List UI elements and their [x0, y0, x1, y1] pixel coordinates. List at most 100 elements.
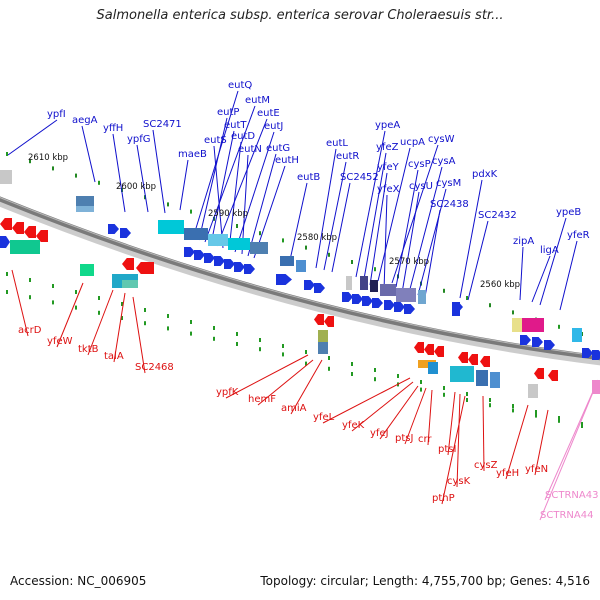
forward-gene-label-eutq[interactable]: eutQ [228, 80, 252, 91]
forward-gene-arrow[interactable] [108, 224, 119, 234]
forward-gene-label-euts[interactable]: eutS [204, 135, 227, 146]
reverse-gene-label-acrd[interactable]: acrD [18, 325, 42, 336]
reverse-gene-arrow[interactable] [0, 218, 12, 230]
reverse-gene-arrow[interactable] [24, 226, 36, 238]
forward-gene-arrow[interactable] [544, 340, 555, 350]
forward-gene-label-ypea[interactable]: ypeA [375, 120, 400, 131]
reverse-gene-label-cysz[interactable]: cysZ [474, 460, 498, 471]
reverse-gene-label-ptsi[interactable]: ptsI [438, 444, 456, 455]
forward-gene-label-eutj[interactable]: eutJ [264, 121, 283, 132]
reverse-gene-arrow[interactable] [468, 354, 478, 365]
reverse-gene-label-tktb[interactable]: tktB [78, 344, 99, 355]
forward-gene-arrow[interactable] [532, 337, 543, 347]
reverse-gene-label-ptsj[interactable]: ptsJ [395, 433, 413, 444]
forward-gene-arrow[interactable] [276, 274, 292, 285]
forward-gene-arrow[interactable] [404, 304, 415, 314]
forward-gene-label-ypfg[interactable]: ypfG [127, 134, 151, 145]
forward-gene-arrow[interactable] [184, 247, 195, 257]
forward-gene-label-zipa[interactable]: zipA [513, 236, 534, 247]
forward-gene-label-sc2471[interactable]: SC2471 [143, 119, 182, 130]
reverse-gene-arrow[interactable] [36, 230, 48, 242]
forward-gene-label-sc2452[interactable]: SC2452 [340, 172, 379, 183]
reverse-gene-label-yfek[interactable]: yfeK [342, 420, 365, 431]
forward-gene-label-sc2432[interactable]: SC2432 [478, 210, 517, 221]
reverse-gene-label-yfeh[interactable]: yfeH [496, 468, 519, 479]
forward-gene-arrow[interactable] [224, 259, 235, 269]
reverse-gene-label-pthp[interactable]: pthP [432, 493, 455, 504]
reverse-gene-arrow[interactable] [480, 356, 490, 367]
forward-gene-label-ucpa[interactable]: ucpA [400, 137, 425, 148]
forward-gene-label-pdxk[interactable]: pdxK [472, 169, 498, 180]
reverse-gene-label-yfew[interactable]: yfeW [47, 336, 73, 347]
forward-gene-arrow[interactable] [372, 298, 383, 308]
reverse-gene-label-ypfk[interactable]: ypfK [216, 387, 239, 398]
forward-gene-label-aega[interactable]: aegA [72, 115, 98, 126]
forward-gene-label-cysm[interactable]: cysM [436, 178, 461, 189]
forward-gene-label-eutg[interactable]: eutG [266, 143, 290, 154]
forward-gene-label-yffh[interactable]: yffH [103, 123, 123, 134]
reverse-gene-arrow[interactable] [534, 368, 544, 379]
reverse-gene-arrow[interactable] [458, 352, 468, 363]
forward-gene-arrow[interactable] [204, 253, 215, 263]
reverse-gene-arrow[interactable] [142, 262, 154, 274]
forward-gene-label-cysa[interactable]: cysA [432, 156, 456, 167]
forward-gene-label-eutn[interactable]: eutN [238, 144, 262, 155]
forward-gene-label-cysp[interactable]: cysP [408, 159, 431, 170]
reverse-gene-label-tala[interactable]: talA [104, 351, 124, 362]
forward-gene-arrow[interactable] [592, 350, 600, 360]
reverse-gene-label-sc2468[interactable]: SC2468 [135, 362, 174, 373]
forward-gene-label-eutb[interactable]: eutB [297, 172, 320, 183]
reverse-gene-arrow[interactable] [314, 314, 324, 325]
forward-gene-label-eutp[interactable]: eutP [217, 107, 239, 118]
forward-gene-arrow[interactable] [352, 294, 363, 304]
reverse-gene-arrow[interactable] [434, 346, 444, 357]
forward-gene-label-yfez[interactable]: yfeZ [376, 142, 399, 153]
forward-gene-label-eute[interactable]: eutE [257, 108, 280, 119]
forward-gene-label-ypeb[interactable]: ypeB [556, 207, 581, 218]
rna-gene-label-sctrna44[interactable]: SCTRNA44 [540, 510, 593, 521]
forward-gene-label-eutd[interactable]: eutD [231, 131, 255, 142]
forward-gene-arrow[interactable] [520, 335, 531, 345]
forward-gene-arrow[interactable] [394, 302, 405, 312]
forward-gene-arrow[interactable] [342, 292, 353, 302]
reverse-gene-label-yfen[interactable]: yfeN [525, 464, 548, 475]
forward-gene-label-maeb[interactable]: maeB [178, 149, 207, 160]
reverse-gene-label-yfej[interactable]: yfeJ [370, 428, 389, 439]
forward-gene-label-eutt[interactable]: eutT [224, 120, 247, 131]
forward-gene-label-eutr[interactable]: eutR [336, 151, 359, 162]
reverse-gene-label-hemf[interactable]: hemF [248, 394, 276, 405]
forward-gene-arrow[interactable] [194, 250, 205, 260]
forward-gene-arrow[interactable] [120, 228, 131, 238]
reverse-gene-label-cysk[interactable]: cysK [447, 476, 471, 487]
forward-gene-label-yfer[interactable]: yfeR [567, 230, 590, 241]
rna-gene-label-sctrna43[interactable]: SCTRNA43 [545, 490, 598, 501]
forward-gene-arrow[interactable] [214, 256, 225, 266]
forward-gene-arrow[interactable] [384, 300, 395, 310]
forward-gene-label-cysw[interactable]: cysW [428, 134, 455, 145]
reverse-gene-arrow[interactable] [324, 316, 334, 327]
forward-gene-label-eutm[interactable]: eutM [245, 95, 270, 106]
forward-gene-label-sc2438[interactable]: SC2438 [430, 199, 469, 210]
forward-gene-label-ypfi[interactable]: ypfI [47, 109, 66, 120]
rna-gene-mark[interactable] [592, 380, 600, 394]
forward-gene-arrow[interactable] [314, 283, 325, 293]
reverse-gene-arrow[interactable] [424, 344, 434, 355]
forward-gene-label-euth[interactable]: eutH [275, 155, 299, 166]
forward-gene-label-cysu[interactable]: cysU [409, 181, 433, 192]
forward-gene-label-yfex[interactable]: yfeX [377, 184, 400, 195]
forward-gene-arrow[interactable] [304, 280, 315, 290]
reverse-gene-arrow[interactable] [414, 342, 424, 353]
forward-gene-arrow[interactable] [244, 264, 255, 274]
reverse-gene-label-crr[interactable]: crr [418, 434, 432, 445]
reverse-gene-label-yfel[interactable]: yfeL [313, 412, 335, 423]
reverse-gene-label-amia[interactable]: amiA [281, 403, 307, 414]
forward-gene-label-liga[interactable]: ligA [540, 245, 559, 256]
forward-gene-arrow[interactable] [582, 348, 593, 358]
forward-gene-arrow[interactable] [234, 262, 245, 272]
forward-gene-arrow[interactable] [362, 296, 373, 306]
reverse-gene-arrow[interactable] [122, 258, 134, 270]
forward-gene-label-eutl[interactable]: eutL [326, 138, 348, 149]
forward-gene-label-yfey[interactable]: yfeY [377, 162, 400, 173]
reverse-gene-arrow[interactable] [12, 222, 24, 234]
reverse-gene-arrow[interactable] [548, 370, 558, 381]
